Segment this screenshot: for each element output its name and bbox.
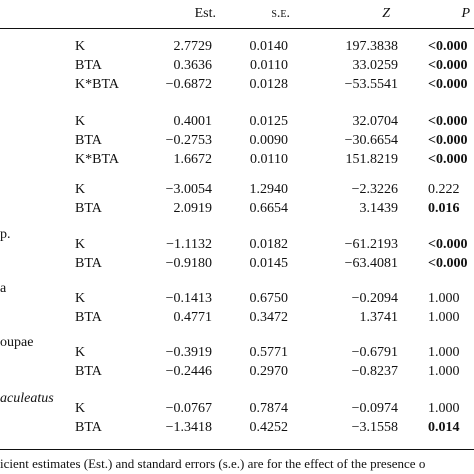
cell-z: −53.5541 bbox=[344, 77, 398, 92]
cell-se: 0.0110 bbox=[250, 58, 288, 73]
cell-p: 1.000 bbox=[428, 310, 460, 325]
cell-se: 0.0125 bbox=[249, 114, 289, 129]
cell-se: 0.5771 bbox=[249, 345, 289, 360]
cell-se: 0.0145 bbox=[249, 256, 289, 271]
cell-term: K*BTA bbox=[75, 152, 119, 167]
cell-z: −30.6654 bbox=[344, 133, 398, 148]
cell-se: 0.0110 bbox=[250, 152, 288, 167]
cell-term: K bbox=[75, 39, 86, 54]
cell-p: <0.000 bbox=[428, 237, 468, 252]
group-label: aculeatus bbox=[0, 391, 54, 406]
cell-term: K bbox=[75, 291, 86, 306]
cell-est: −0.9180 bbox=[165, 256, 212, 271]
cell-se: 0.2970 bbox=[249, 364, 289, 379]
cell-p: <0.000 bbox=[428, 114, 468, 129]
cell-z: −61.2193 bbox=[344, 237, 398, 252]
cell-se: 0.7874 bbox=[249, 401, 289, 416]
cell-se: 0.6750 bbox=[249, 291, 289, 306]
cell-se: 0.0182 bbox=[249, 237, 289, 252]
header-z: Z bbox=[382, 6, 390, 21]
cell-se: 0.6654 bbox=[249, 201, 289, 216]
cell-est: 2.7729 bbox=[173, 39, 213, 54]
cell-p: <0.000 bbox=[428, 133, 468, 148]
cell-se: 0.4252 bbox=[249, 420, 289, 435]
cell-z: 151.8219 bbox=[345, 152, 399, 167]
cell-est: 2.0919 bbox=[173, 201, 213, 216]
cell-est: −3.0054 bbox=[165, 182, 212, 197]
header-se: s.e. bbox=[271, 6, 290, 21]
cell-est: −0.0767 bbox=[165, 401, 212, 416]
cell-p: 1.000 bbox=[428, 291, 460, 306]
cell-z: −0.2094 bbox=[351, 291, 398, 306]
cell-est: 1.6672 bbox=[173, 152, 213, 167]
cell-est: −0.3919 bbox=[165, 345, 212, 360]
cell-se: 0.0140 bbox=[249, 39, 289, 54]
cell-term: BTA bbox=[75, 420, 102, 435]
cell-p: 1.000 bbox=[428, 364, 460, 379]
cell-z: 197.3838 bbox=[345, 39, 399, 54]
cell-term: BTA bbox=[75, 256, 102, 271]
cell-p: <0.000 bbox=[428, 256, 468, 271]
cell-z: −3.1558 bbox=[351, 420, 398, 435]
cell-z: −0.0974 bbox=[351, 401, 398, 416]
cell-z: −0.6791 bbox=[351, 345, 398, 360]
cell-p: 0.014 bbox=[428, 420, 460, 435]
cell-z: −2.3226 bbox=[351, 182, 398, 197]
cell-se: 0.3472 bbox=[249, 310, 289, 325]
group-label: p. bbox=[0, 227, 11, 242]
cell-p: 0.222 bbox=[428, 182, 460, 197]
cell-est: 0.3636 bbox=[173, 58, 213, 73]
cell-z: −63.4081 bbox=[344, 256, 398, 271]
cell-term: K*BTA bbox=[75, 77, 119, 92]
cell-est: −0.2753 bbox=[165, 133, 212, 148]
cell-se: 0.0128 bbox=[249, 77, 289, 92]
cell-est: −1.3418 bbox=[165, 420, 212, 435]
cell-z: 1.3741 bbox=[359, 310, 399, 325]
cell-se: 1.2940 bbox=[249, 182, 289, 197]
cell-p: <0.000 bbox=[428, 152, 468, 167]
cell-p: 1.000 bbox=[428, 345, 460, 360]
cell-p: <0.000 bbox=[428, 77, 468, 92]
cell-term: BTA bbox=[75, 364, 102, 379]
cell-z: −0.8237 bbox=[351, 364, 398, 379]
cell-z: 32.0704 bbox=[352, 114, 399, 129]
table-footnote: icient estimates (Est.) and standard err… bbox=[0, 456, 426, 471]
cell-term: BTA bbox=[75, 58, 102, 73]
header-est: Est. bbox=[194, 6, 216, 21]
cell-est: −0.2446 bbox=[165, 364, 212, 379]
cell-term: K bbox=[75, 345, 86, 360]
cell-term: BTA bbox=[75, 133, 102, 148]
header-p: P bbox=[461, 6, 470, 21]
cell-se: 0.0090 bbox=[249, 133, 289, 148]
cell-p: <0.000 bbox=[428, 39, 468, 54]
cell-term: K bbox=[75, 182, 86, 197]
cell-est: 0.4771 bbox=[173, 310, 213, 325]
table-bottom-rule bbox=[0, 449, 474, 450]
cell-est: −1.1132 bbox=[166, 237, 212, 252]
cell-est: 0.4001 bbox=[173, 114, 213, 129]
cell-z: 33.0259 bbox=[352, 58, 399, 73]
cell-z: 3.1439 bbox=[359, 201, 399, 216]
cell-term: K bbox=[75, 401, 86, 416]
cell-est: −0.1413 bbox=[165, 291, 212, 306]
group-label: oupae bbox=[0, 335, 34, 350]
cell-p: <0.000 bbox=[428, 58, 468, 73]
cell-term: BTA bbox=[75, 201, 102, 216]
header-rule bbox=[0, 28, 474, 29]
cell-p: 0.016 bbox=[428, 201, 460, 216]
cell-term: K bbox=[75, 237, 86, 252]
cell-term: K bbox=[75, 114, 86, 129]
group-label: a bbox=[0, 281, 7, 296]
cell-term: BTA bbox=[75, 310, 102, 325]
cell-p: 1.000 bbox=[428, 401, 460, 416]
cell-est: −0.6872 bbox=[165, 77, 212, 92]
